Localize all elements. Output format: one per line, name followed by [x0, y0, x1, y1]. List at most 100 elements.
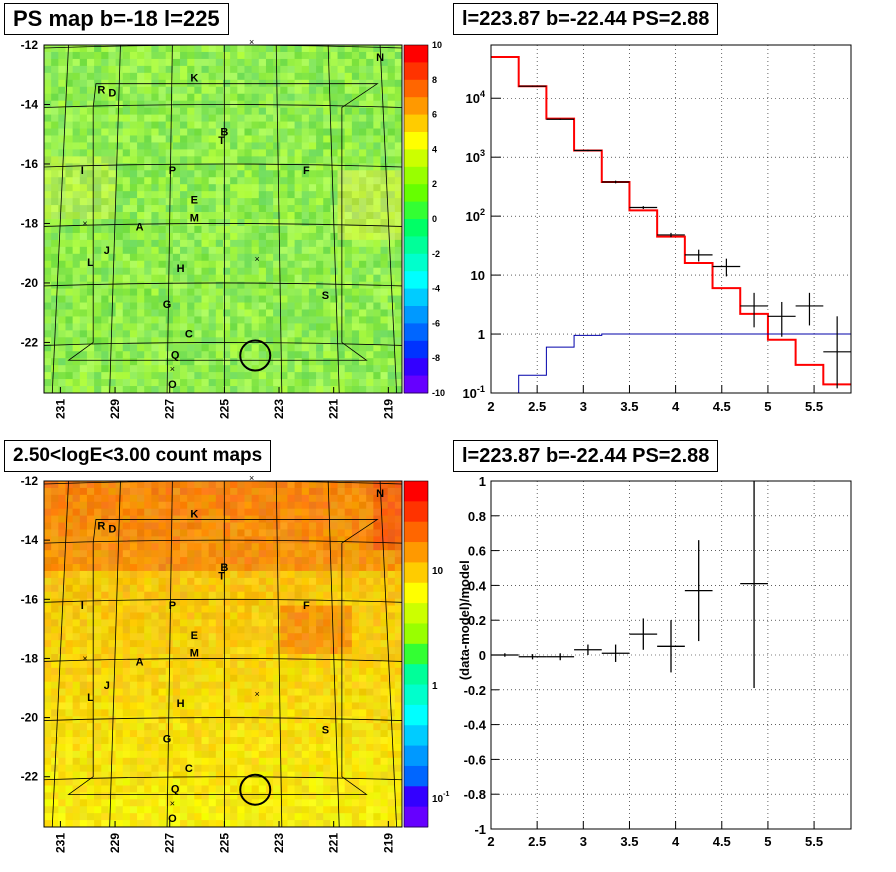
map-pixel — [101, 58, 109, 67]
map-pixel — [258, 557, 267, 565]
map-pixel — [201, 487, 210, 496]
map-pixel — [208, 681, 217, 689]
map-pixel — [44, 288, 52, 296]
map-pixel — [301, 309, 310, 317]
map-pixel — [115, 681, 124, 689]
map-pixel — [79, 212, 88, 220]
map-pixel — [201, 799, 210, 807]
map-pixel — [230, 149, 238, 157]
map-pixel — [366, 163, 374, 171]
map-pixel — [201, 591, 210, 600]
map-pixel — [94, 114, 102, 122]
map-pixel — [287, 654, 295, 662]
map-pixel — [137, 351, 145, 359]
map-pixel — [72, 737, 81, 745]
map-pixel — [351, 743, 360, 752]
map-pixel — [373, 508, 381, 516]
map-pixel — [122, 785, 131, 793]
map-pixel — [44, 723, 52, 731]
map-pixel — [172, 219, 181, 227]
map-pixel — [151, 584, 159, 593]
map-pixel — [94, 365, 102, 373]
map-pixel — [351, 522, 360, 530]
map-pixel — [337, 695, 346, 703]
map-pixel — [58, 750, 66, 759]
map-pixel — [137, 156, 145, 164]
map-pixel — [287, 598, 295, 606]
map-pixel — [215, 570, 224, 579]
map-pixel — [380, 647, 389, 655]
map-pixel — [258, 605, 267, 613]
map-pixel — [380, 170, 389, 178]
map-pixel — [359, 737, 367, 745]
map-pixel — [366, 288, 374, 296]
map-pixel — [294, 716, 303, 724]
map-pixel — [380, 323, 389, 331]
map-pixel — [373, 647, 381, 655]
map-pixel — [308, 612, 317, 620]
map-pixel — [287, 806, 295, 814]
map-pixel — [287, 688, 295, 696]
map-pixel — [79, 330, 88, 338]
map-pixel — [79, 695, 88, 703]
map-pixel — [294, 295, 303, 303]
map-pixel — [251, 232, 260, 241]
map-pixel — [208, 267, 217, 276]
map-pixel — [366, 612, 374, 620]
map-pixel — [158, 86, 167, 95]
map-pixel — [301, 72, 310, 81]
map-pixel — [230, 344, 238, 352]
map-pixel — [337, 170, 346, 178]
map-pixel — [251, 605, 260, 613]
map-pixel — [359, 246, 367, 255]
map-pixel — [258, 260, 267, 269]
map-pixel — [337, 570, 346, 579]
map-pixel — [344, 128, 353, 136]
map-pixel — [108, 785, 116, 793]
map-pixel — [244, 358, 253, 366]
map-pixel — [244, 640, 253, 648]
map-pixel — [287, 730, 295, 738]
map-pixel — [115, 45, 124, 53]
map-pixel — [323, 743, 331, 752]
map-pixel — [144, 702, 152, 710]
map-pixel — [294, 626, 303, 634]
map-pixel — [58, 487, 66, 496]
map-pixel — [122, 598, 131, 606]
map-pixel — [380, 316, 389, 324]
map-pixel — [380, 93, 389, 102]
map-pixel — [187, 778, 195, 786]
map-pixel — [280, 267, 288, 276]
map-pixel — [237, 730, 245, 738]
map-pixel — [65, 757, 74, 766]
map-pixel — [144, 695, 152, 703]
map-pixel — [144, 799, 152, 807]
map-pixel — [330, 799, 338, 807]
map-pixel — [230, 702, 238, 710]
map-pixel — [158, 633, 167, 641]
map-pixel — [194, 121, 202, 129]
map-pixel — [359, 253, 367, 262]
map-pixel — [337, 612, 346, 620]
map-pixel — [151, 508, 159, 516]
map-pixel — [187, 481, 195, 489]
map-pixel — [51, 584, 59, 593]
map-pixel — [280, 716, 288, 724]
map-pixel — [244, 723, 253, 731]
map-pixel — [230, 674, 238, 683]
map-pixel — [308, 654, 317, 662]
map-pixel — [158, 737, 167, 745]
map-pixel — [44, 198, 52, 206]
map-pixel — [151, 557, 159, 565]
map-pixel — [86, 709, 95, 717]
map-pixel — [151, 799, 159, 807]
map-pixel — [194, 647, 202, 655]
map-pixel — [208, 212, 217, 220]
map-pixel — [101, 107, 109, 115]
map-pixel — [380, 288, 389, 296]
map-pixel — [122, 267, 131, 276]
map-pixel — [129, 536, 138, 544]
map-pixel — [201, 170, 210, 178]
map-pixel — [94, 58, 102, 67]
map-pixel — [351, 750, 360, 759]
